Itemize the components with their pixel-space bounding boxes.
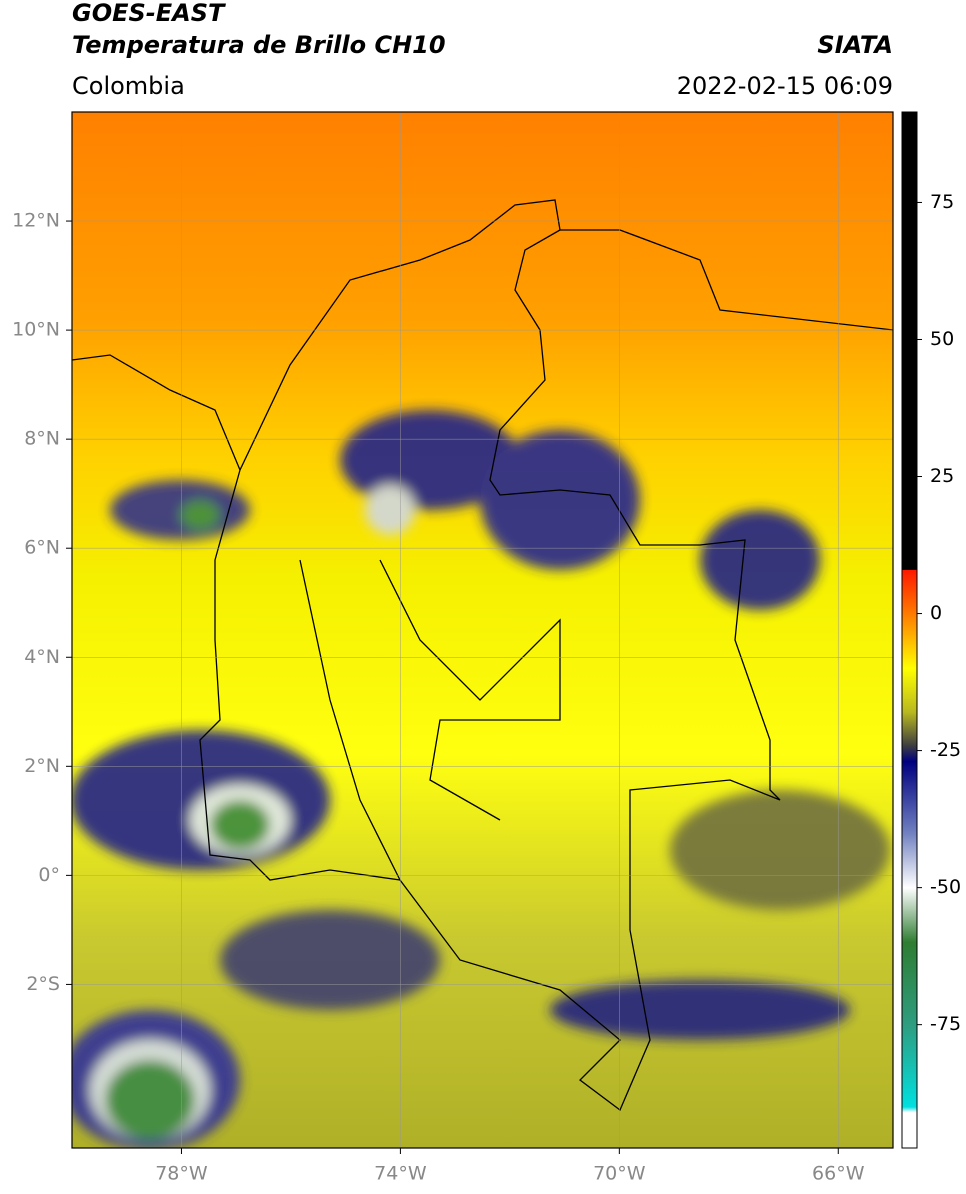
colorbar-tick-label: -50 xyxy=(930,876,961,898)
colorbar-tick-label: 50 xyxy=(930,328,954,350)
subtitle: Temperatura de Brillo CH10 xyxy=(72,31,446,59)
title: GOES-EAST xyxy=(72,0,226,27)
lat-tick-label: 0° xyxy=(38,864,60,886)
datetime: 2022-02-15 06:09 xyxy=(677,72,893,100)
lat-tick-label: 12°N xyxy=(12,210,60,232)
region: Colombia xyxy=(72,72,185,100)
colorbar-tick-label: -75 xyxy=(930,1013,961,1035)
lat-tick-label: 2°N xyxy=(24,755,60,777)
map-frame xyxy=(71,111,894,1149)
lon-tick-label: 74°W xyxy=(374,1163,427,1185)
lat-tick-label: 6°N xyxy=(24,537,60,559)
lat-tick-label: 10°N xyxy=(12,319,60,341)
colorbar-tick-label: 25 xyxy=(930,465,954,487)
lon-tick-label: 70°W xyxy=(593,1163,646,1185)
lon-tick-label: 78°W xyxy=(155,1163,208,1185)
colorbar-tick-label: -25 xyxy=(930,739,961,761)
graticule xyxy=(72,112,893,1148)
source: SIATA xyxy=(817,31,893,59)
colorbar xyxy=(901,111,918,1149)
lat-tick-label: 8°N xyxy=(24,428,60,450)
colorbar-tick-label: 0 xyxy=(930,602,942,624)
colorbar-tick-label: 75 xyxy=(930,191,954,213)
satellite-image xyxy=(72,112,893,1148)
lat-tick-label: 2°S xyxy=(26,973,60,995)
lon-tick-label: 66°W xyxy=(812,1163,865,1185)
lat-tick-label: 4°N xyxy=(24,646,60,668)
